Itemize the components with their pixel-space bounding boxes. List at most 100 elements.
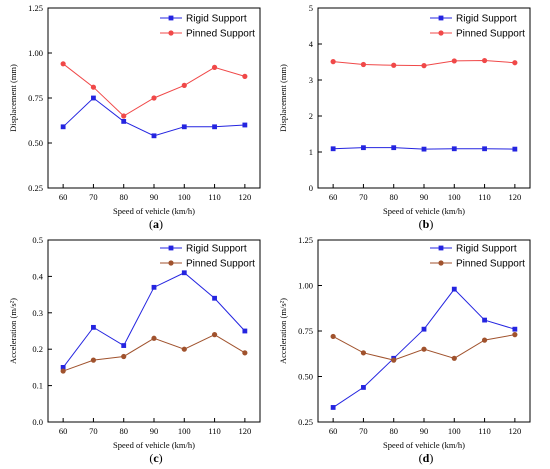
data-point [391,145,397,151]
legend-marker [438,30,444,36]
x-tick-label: 80 [119,192,128,202]
data-point [151,284,157,290]
x-tick-label: 110 [478,426,490,436]
data-point [151,133,157,139]
data-point [60,61,66,67]
y-tick-label: 0.0 [32,417,43,427]
data-point [242,122,248,128]
y-tick-label: 1.00 [298,281,313,291]
data-point [181,124,187,130]
y-tick-label: 4 [309,39,314,49]
x-tick-label: 90 [420,426,429,436]
data-point [121,113,127,119]
x-tick-label: 90 [420,192,429,202]
data-point [60,124,66,130]
data-point [91,324,96,330]
series-line-rigid [62,97,245,137]
y-tick-label: 1.25 [298,235,313,245]
y-axis-label: Displacement (mm) [278,64,288,132]
data-point [421,346,427,352]
x-tick-label: 120 [238,426,251,436]
x-tick-label: 80 [119,426,128,436]
data-point [421,146,427,152]
x-tick-label: 90 [150,426,159,436]
y-tick-label: 0.50 [298,372,313,382]
panel-c: 60 70 80 90 100 110 120 0.0 0.1 0.2 0.3 0.4 0.5 Speed… [8,235,261,465]
x-tick-label: 120 [508,192,521,202]
legend-label: Rigid Support [186,244,247,255]
legend-label: Pinned Support [186,259,255,270]
x-tick-label: 80 [389,192,398,202]
legend-marker [168,30,174,36]
data-point [60,365,66,370]
data-point [181,82,187,88]
y-tick-label: 0.25 [28,183,43,193]
data-point [121,343,127,348]
y-tick-label: 0.75 [28,93,43,103]
panel-b: 60 70 80 90 100 110 120 0 1 2 3 4 5 Speed of vehicle … [278,3,531,231]
data-point [361,385,366,390]
data-point [242,328,248,334]
x-tick-label: 60 [329,192,338,202]
data-point [391,62,397,68]
x-axis-label: Speed of vehicle (km/h) [113,206,195,216]
y-tick-label: 0.50 [28,138,43,148]
y-tick-label: 0.3 [32,308,43,318]
legend-label: Rigid Support [456,244,517,255]
data-point [451,355,457,361]
legend-marker [438,15,444,21]
y-tick-label: 1.25 [28,3,43,13]
data-point [330,59,336,65]
y-tick-label: 0.1 [32,381,43,391]
x-tick-label: 110 [478,192,490,202]
data-point [360,61,367,68]
data-point [482,317,487,323]
data-point [482,146,487,152]
x-tick-label: 70 [359,192,368,202]
x-axis-label: Speed of vehicle (km/h) [383,206,465,216]
panel-a: 60 70 80 90 100 110 120 0.25 0.50 0.75 1.00 1.25 Spe… [8,3,261,231]
x-tick-label: 100 [448,192,461,202]
y-tick-label: 0.25 [298,417,313,427]
data-point [360,350,367,356]
data-point [451,58,457,64]
y-tick-label: 2 [309,111,313,121]
y-axis-label: Acceleration (m/s²) [8,298,18,364]
y-tick-label: 3 [309,75,313,85]
data-point [151,335,157,341]
y-tick-label: 0 [309,183,313,193]
data-point [421,63,427,69]
x-tick-label: 100 [178,192,191,202]
data-point [361,145,366,151]
y-tick-label: 0.75 [298,326,313,336]
data-point [242,73,248,79]
x-tick-label: 70 [359,426,368,436]
legend-label: Rigid Support [186,14,247,25]
legend-label: Rigid Support [456,14,517,25]
x-tick-label: 110 [208,426,220,436]
data-point [512,60,518,66]
data-point [330,146,336,152]
y-tick-label: 0.5 [32,235,43,245]
x-tick-label: 80 [389,426,398,436]
panel-caption: (d) [419,451,434,465]
panel-caption: (a) [149,217,163,231]
data-point [481,337,488,343]
legend-label: Pinned Support [186,29,255,40]
data-point [211,64,218,70]
x-tick-label: 120 [508,426,521,436]
x-tick-label: 100 [448,426,461,436]
x-tick-label: 90 [150,192,159,202]
data-point [60,368,66,374]
x-tick-label: 120 [238,192,251,202]
x-tick-label: 60 [59,192,68,202]
data-point [121,119,127,124]
data-point [481,57,488,64]
y-tick-label: 0.2 [32,344,43,354]
panel-caption: (b) [419,217,434,231]
data-point [512,146,518,152]
data-point [212,124,217,130]
x-tick-label: 60 [329,426,338,436]
y-tick-label: 5 [309,3,313,13]
